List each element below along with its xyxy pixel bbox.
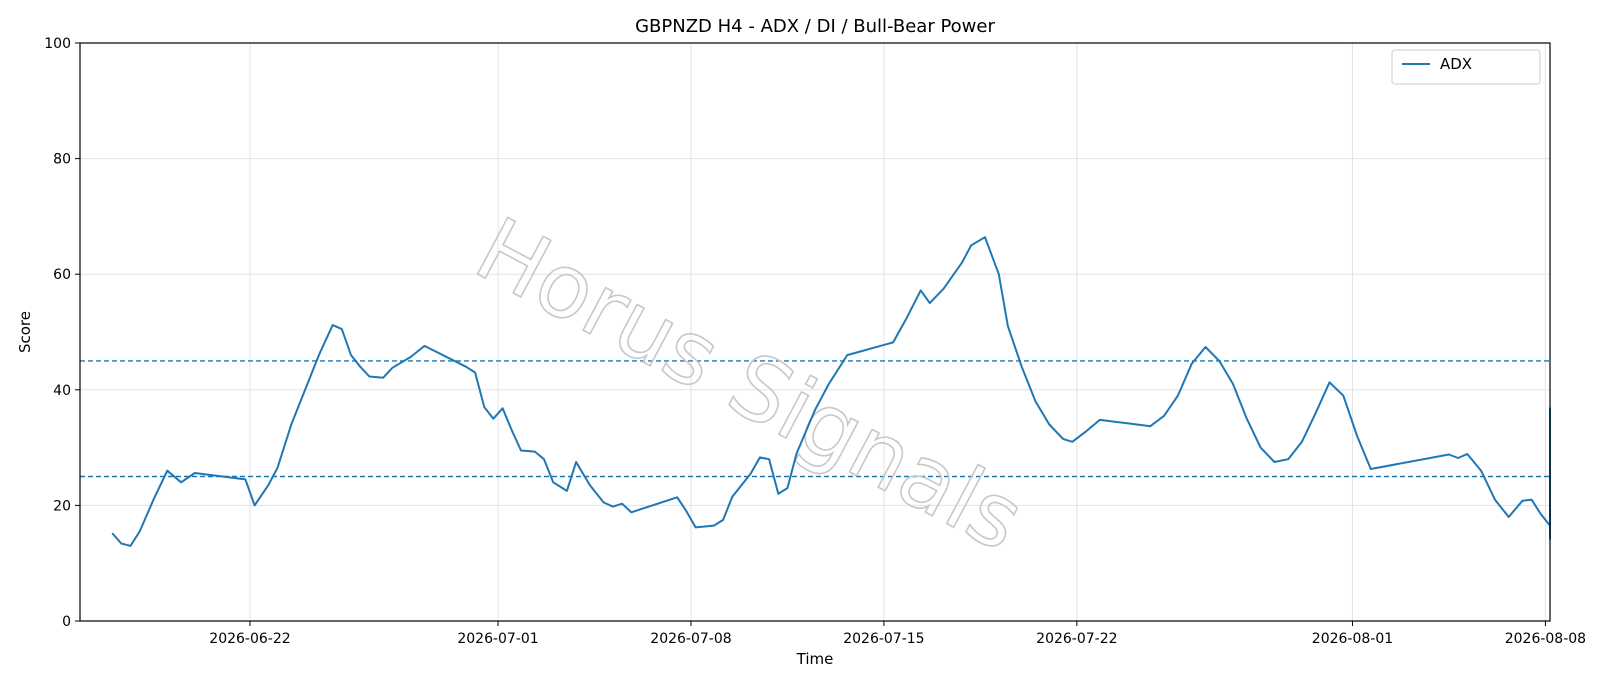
y-tick-label: 100 (44, 36, 71, 52)
plot-frame (79, 42, 1551, 622)
y-tick-label: 80 (53, 152, 71, 168)
legend-entry: ADX (1440, 55, 1472, 73)
x-tick-label: 2026-07-01 (457, 631, 538, 647)
y-tick-label: 60 (53, 267, 71, 283)
reference-lines (80, 360, 1550, 478)
y-tick-label: 20 (53, 498, 71, 514)
x-tick-label: 2026-06-22 (209, 631, 290, 647)
legend-box (1391, 49, 1541, 85)
y-tick-label: 40 (53, 383, 71, 399)
x-tick-label: 2026-08-01 (1312, 631, 1393, 647)
y-axis-label: Score (16, 311, 34, 353)
x-tick-label: 2026-07-15 (843, 631, 924, 647)
x-tick-label: 2026-07-22 (1036, 631, 1117, 647)
axis-ticks: 0 20 40 60 80 100 2026-06-22 2026-07-01 2026-07-… (44, 36, 1586, 647)
legend: ADX (1391, 49, 1541, 85)
chart-title: GBPNZD H4 - ADX / DI / Bull-Bear Power (635, 16, 995, 37)
x-tick-label: 2026-07-08 (650, 631, 731, 647)
x-tick-label: 2026-08-08 (1505, 631, 1586, 647)
x-axis-label: Time (796, 650, 834, 668)
y-tick-label: 0 (62, 614, 71, 630)
